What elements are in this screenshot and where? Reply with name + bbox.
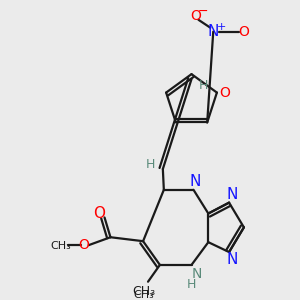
Text: CH₃: CH₃ [51,241,71,251]
Text: −: − [198,5,208,18]
Text: O: O [219,85,230,100]
Text: +: + [217,22,226,32]
Text: CH₃: CH₃ [133,285,156,298]
Text: N: N [226,187,238,202]
Text: N: N [191,267,202,281]
Text: N: N [208,24,219,39]
Text: H: H [199,80,208,92]
Text: H: H [187,278,196,291]
Text: H: H [145,158,155,171]
Text: O: O [94,206,106,221]
Text: CH₃: CH₃ [134,290,154,300]
Text: N: N [226,253,238,268]
Text: O: O [78,238,89,252]
Text: O: O [190,9,201,23]
Text: O: O [238,25,249,39]
Text: N: N [190,174,201,189]
